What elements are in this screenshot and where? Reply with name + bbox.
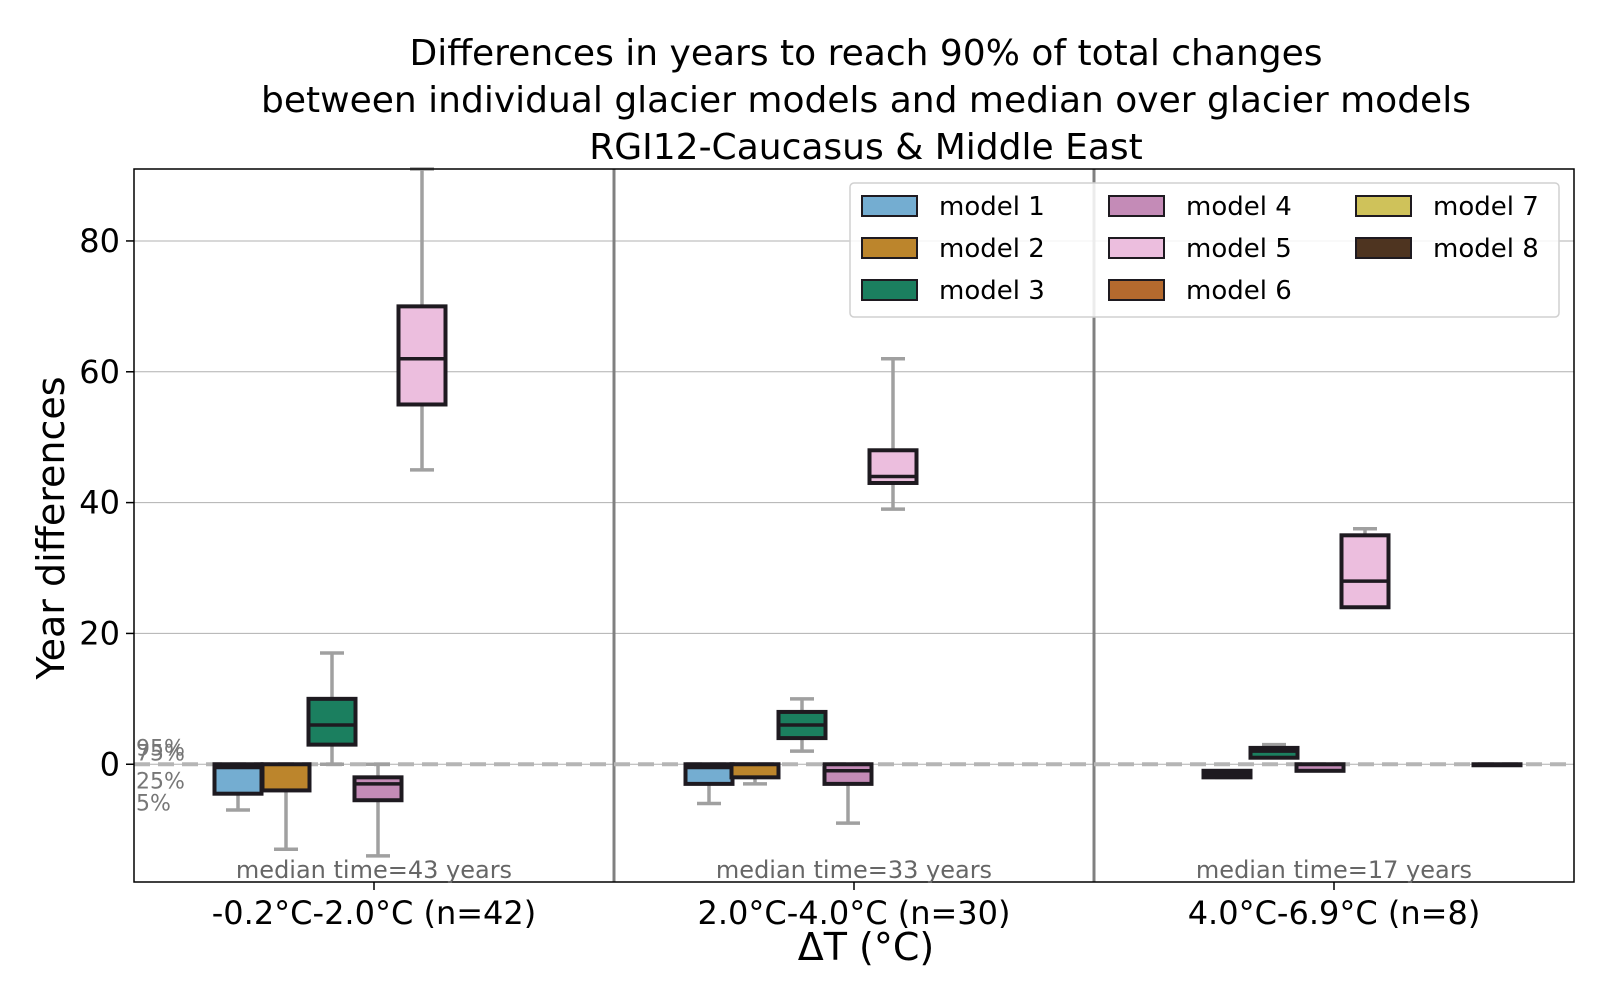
box-plots bbox=[212, 167, 1523, 858]
y-axis-label: Year differences bbox=[29, 376, 73, 680]
y-tick-label: 20 bbox=[79, 614, 120, 652]
legend-item-model-4: model 4 bbox=[1108, 192, 1292, 222]
legend-swatch bbox=[861, 195, 918, 217]
legend: model 1 model 2 model 3 model 4 model 5 model… bbox=[849, 182, 1560, 318]
x-tick-label: 4.0°C-6.9°C (n=8) bbox=[1188, 894, 1481, 932]
legend-label: model 4 bbox=[1186, 192, 1292, 222]
box-iqr bbox=[352, 775, 404, 803]
x-axis: -0.2°C-2.0°C (n=42) median time=43 years 2… bbox=[212, 856, 1481, 932]
legend-label: model 7 bbox=[1433, 192, 1539, 222]
y-tick-label: 80 bbox=[79, 222, 120, 260]
box-model-4-group-3 bbox=[1294, 762, 1346, 773]
x-tick-label: -0.2°C-2.0°C (n=42) bbox=[212, 894, 537, 932]
median-time-annotation: median time=17 years bbox=[1196, 856, 1472, 884]
median-time-annotation: median time=33 years bbox=[716, 856, 992, 884]
legend-swatch bbox=[1108, 195, 1165, 217]
box-model-5-group-2 bbox=[867, 356, 919, 511]
legend-item-model-2: model 2 bbox=[861, 234, 1045, 264]
chart-title-line-1: Differences in years to reach 90% of tot… bbox=[409, 33, 1322, 74]
y-tick-label: 60 bbox=[79, 353, 120, 391]
box-model-8-group-3 bbox=[1471, 762, 1523, 768]
percentile-label: 75% bbox=[136, 741, 185, 766]
box-model-3-group-1 bbox=[306, 651, 358, 767]
box-model-3-group-3 bbox=[1248, 742, 1300, 760]
box-model-4-group-1 bbox=[352, 762, 404, 858]
legend-swatch bbox=[1108, 237, 1165, 259]
legend-swatch bbox=[861, 237, 918, 259]
legend-label: model 6 bbox=[1186, 276, 1292, 306]
legend-swatch bbox=[861, 279, 918, 301]
legend-label: model 3 bbox=[939, 276, 1045, 306]
legend-item-model-8: model 8 bbox=[1355, 234, 1539, 264]
percentile-label: 25% bbox=[136, 769, 185, 794]
box-iqr bbox=[396, 304, 448, 407]
legend-label: model 1 bbox=[939, 192, 1045, 222]
box-model-2-group-1 bbox=[260, 762, 312, 852]
y-axis: 0 20 40 60 80 bbox=[79, 222, 134, 783]
legend-swatch bbox=[1108, 279, 1165, 301]
box-model-4-group-2 bbox=[822, 762, 874, 825]
legend-item-model-6: model 6 bbox=[1108, 276, 1292, 306]
chart-title: Differences in years to reach 90% of tot… bbox=[261, 33, 1471, 168]
median-time-annotation: median time=43 years bbox=[236, 856, 512, 884]
y-tick-label: 0 bbox=[100, 745, 120, 783]
legend-item-model-3: model 3 bbox=[861, 276, 1045, 306]
legend-label: model 2 bbox=[939, 234, 1045, 264]
box-model-2-group-2 bbox=[729, 762, 781, 786]
box-iqr bbox=[260, 762, 312, 793]
legend-item-model-1: model 1 bbox=[861, 192, 1045, 222]
legend-item-model-5: model 5 bbox=[1108, 234, 1292, 264]
x-tick-label: 2.0°C-4.0°C (n=30) bbox=[698, 894, 1011, 932]
percentile-label: 95% bbox=[136, 736, 185, 761]
legend-label: model 8 bbox=[1433, 234, 1539, 264]
box-iqr bbox=[306, 696, 358, 747]
x-axis-label: ΔT (°C) bbox=[798, 925, 934, 969]
chart-title-line-2: between individual glacier models and me… bbox=[261, 80, 1471, 121]
box-model-3-group-2 bbox=[776, 697, 828, 753]
legend-swatch bbox=[1355, 237, 1412, 259]
percentile-label: 5% bbox=[136, 791, 171, 816]
box-iqr bbox=[729, 762, 781, 780]
legend-item-model-7: model 7 bbox=[1355, 192, 1539, 222]
box-model-5-group-3 bbox=[1339, 527, 1391, 610]
chart-title-line-3: RGI12-Caucasus & Middle East bbox=[589, 127, 1143, 168]
box-model-1-group-2 bbox=[683, 762, 735, 806]
box-model-2-group-3 bbox=[1201, 768, 1253, 780]
box-iqr bbox=[1339, 533, 1391, 610]
box-iqr bbox=[822, 762, 874, 786]
box-model-5-group-1 bbox=[396, 167, 448, 472]
box-model-1-group-1 bbox=[212, 762, 264, 812]
legend-label: model 5 bbox=[1186, 234, 1292, 264]
legend-swatch bbox=[1355, 195, 1412, 217]
y-tick-label: 40 bbox=[79, 484, 120, 522]
